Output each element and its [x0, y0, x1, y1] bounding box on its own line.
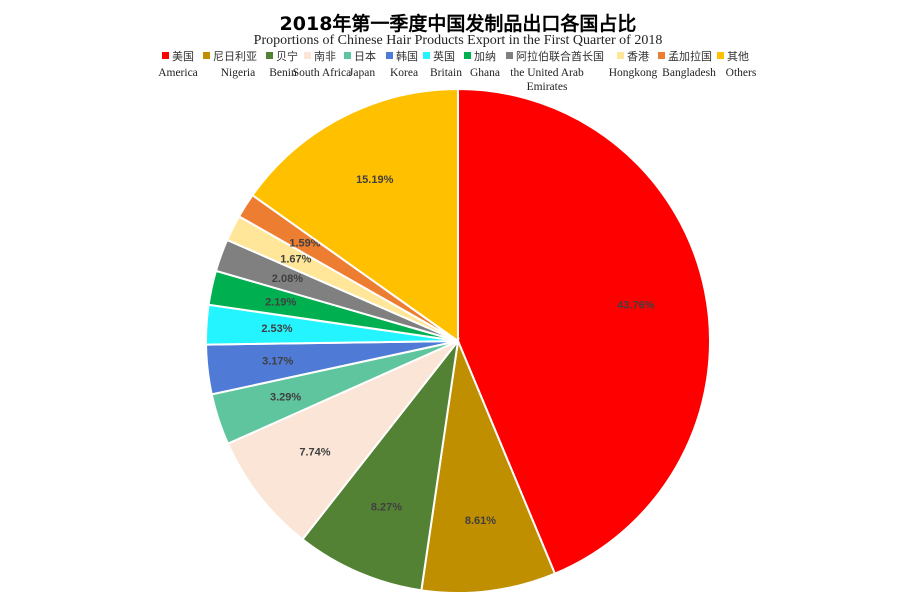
legend-item: 其他: [717, 50, 749, 64]
legend-swatch: [464, 52, 471, 59]
pie-slice: [457, 87, 711, 575]
slice-data-label: 1.67%: [280, 254, 311, 266]
legend-label-zh: 日本: [344, 50, 376, 64]
legend-item: 加纳: [464, 50, 496, 64]
pie-slice: [420, 337, 557, 594]
legend-swatch: [162, 52, 169, 59]
legend-label-en: Benin: [269, 67, 297, 79]
slice-data-label: 15.19%: [356, 174, 394, 186]
slice-data-label: 2.08%: [272, 273, 303, 285]
legend-label-zh: 其他: [717, 50, 749, 64]
legend-label-zh: 韩国: [386, 50, 418, 64]
legend-item: 孟加拉国: [658, 50, 712, 64]
legend-swatch: [617, 52, 624, 59]
legend-swatch: [386, 52, 393, 59]
legend-label-zh: 阿拉伯联合酋长国: [506, 50, 604, 64]
legend-label-en: Britain: [430, 67, 462, 79]
slice-data-label: 2.19%: [265, 297, 296, 309]
legend-label-en: Others: [725, 67, 757, 79]
legend-label-en: South Africa: [292, 67, 352, 79]
legend-label-zh: 南非: [304, 50, 336, 64]
slice-data-label: 3.29%: [270, 391, 301, 403]
slice-data-label: 2.53%: [261, 323, 292, 335]
legend-item: 韩国: [386, 50, 418, 64]
chart-subtitle: Proportions of Chinese Hair Products Exp…: [253, 33, 663, 48]
legend-label-en: the United Arab Emirates: [510, 67, 584, 93]
legend-swatch: [304, 52, 311, 59]
legend-item: 尼日利亚: [203, 50, 257, 64]
legend-swatch: [203, 52, 210, 59]
slice-data-label: 1.59%: [289, 238, 320, 250]
legend-label-zh: 美国: [162, 50, 194, 64]
legend-label-en: Japan: [348, 67, 376, 79]
legend-label-zh: 尼日利亚: [203, 50, 257, 64]
slice-data-label: 43.76%: [617, 299, 655, 311]
legend-label-en: Bangladesh: [662, 67, 716, 79]
legend-label-en: Ghana: [469, 67, 500, 79]
legend-label-zh: 英国: [423, 50, 455, 64]
legend-swatch: [658, 52, 665, 59]
slice-data-label: 8.27%: [371, 502, 402, 514]
chart-title: 2018年第一季度中国发制品出口各国占比: [279, 13, 637, 35]
legend-label-en: America: [158, 67, 198, 79]
legend-item: 美国: [162, 50, 194, 64]
legend-label-en: Hongkong: [608, 67, 658, 79]
legend-label-zh: 香港: [617, 50, 649, 64]
pie-slice: [251, 87, 459, 343]
legend-item: 英国: [423, 50, 455, 64]
legend-swatch: [506, 52, 513, 59]
pie-slice: [226, 340, 459, 541]
legend-label-en: Nigeria: [220, 67, 256, 79]
legend-label-zh: 孟加拉国: [658, 50, 712, 64]
legend-swatch: [266, 52, 273, 59]
legend-swatch: [717, 52, 724, 59]
legend-swatch: [344, 52, 351, 59]
slice-data-label: 7.74%: [299, 447, 330, 459]
legend-item: 阿拉伯联合酋长国: [506, 50, 604, 64]
legend-label-en: Korea: [389, 67, 419, 79]
legend: 美国 America 尼日利亚 Nigeria 贝宁 Benin 南非 South Afric…: [0, 50, 916, 96]
legend-item: 日本: [344, 50, 376, 64]
pie-slice: [301, 337, 460, 592]
legend-label-zh: 贝宁: [266, 50, 298, 64]
legend-item: 南非: [304, 50, 336, 64]
legend-label-zh: 加纳: [464, 50, 496, 64]
legend-swatch: [423, 52, 430, 59]
legend-item: 贝宁: [266, 50, 298, 64]
slice-data-label: 3.17%: [262, 356, 293, 368]
legend-item: 香港: [617, 50, 649, 64]
slice-data-label: 8.61%: [465, 515, 496, 527]
